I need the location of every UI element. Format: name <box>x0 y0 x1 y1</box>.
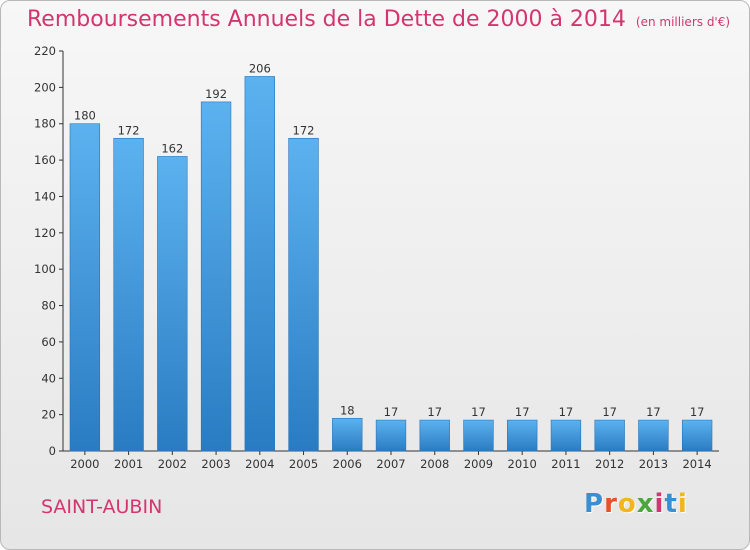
logo-letter: i <box>677 489 688 519</box>
y-tick-label: 80 <box>41 299 56 313</box>
x-tick-label: 2011 <box>551 457 580 471</box>
bar-value-label: 17 <box>427 405 442 419</box>
bar-value-label: 17 <box>690 405 705 419</box>
bar <box>681 419 713 452</box>
logo-letter: o <box>617 489 637 519</box>
x-tick-label: 2010 <box>508 457 537 471</box>
x-tick-label: 2001 <box>114 457 143 471</box>
bar <box>463 419 494 452</box>
x-tick-label: 2009 <box>464 457 493 471</box>
x-tick-label: 2003 <box>201 457 230 471</box>
bar <box>594 419 625 452</box>
logo-letter: t <box>664 489 678 519</box>
bar <box>638 419 669 452</box>
x-tick-label: 2013 <box>639 457 668 471</box>
bar-value-label: 17 <box>384 405 399 419</box>
x-tick-label: 2012 <box>595 457 624 471</box>
bar-value-label: 172 <box>293 123 315 137</box>
bar <box>200 101 232 452</box>
bar-value-label: 17 <box>646 405 661 419</box>
bar-value-label: 18 <box>340 403 355 417</box>
title-text: Remboursements Annuels de la Dette de 20… <box>27 7 626 32</box>
y-tick-label: 60 <box>41 335 56 349</box>
y-tick-label: 220 <box>34 44 56 58</box>
proxiti-logo: Proxiti <box>584 489 688 519</box>
bar <box>507 419 538 452</box>
bar-value-label: 17 <box>471 405 486 419</box>
bar-value-label: 206 <box>249 61 271 75</box>
x-tick-label: 2000 <box>70 457 99 471</box>
bar-value-label: 192 <box>205 87 227 101</box>
y-tick-label: 200 <box>34 80 56 94</box>
bar-value-label: 17 <box>559 405 574 419</box>
bars-group: 180 172 162 192 206 172 18 17 17 17 17 17 17 17 17 <box>69 61 713 452</box>
y-axis: 0 20 40 60 80 100 120 140 160 180 200 220 <box>34 44 64 458</box>
y-tick-label: 180 <box>34 117 56 131</box>
bar-value-label: 17 <box>515 405 530 419</box>
x-tick-label: 2005 <box>289 457 318 471</box>
chart-title: Remboursements Annuels de la Dette de 20… <box>27 7 730 32</box>
x-tick-label: 2002 <box>158 457 187 471</box>
bar <box>332 417 363 452</box>
bar <box>550 419 582 452</box>
y-tick-label: 140 <box>34 189 56 203</box>
x-axis: 2000 2001 2002 2003 2004 2005 2006 2007 2008 2009… <box>63 450 719 471</box>
logo-letter: x <box>636 489 655 519</box>
y-tick-label: 40 <box>41 371 56 385</box>
y-tick-label: 0 <box>49 444 56 458</box>
logo-letter: r <box>604 489 618 519</box>
bar <box>244 76 275 452</box>
logo-letter: P <box>584 489 605 519</box>
bar <box>157 156 188 452</box>
y-tick-label: 120 <box>34 226 56 240</box>
bar-value-label: 162 <box>161 141 183 155</box>
y-tick-label: 100 <box>34 262 56 276</box>
x-tick-label: 2007 <box>376 457 405 471</box>
y-tick-label: 20 <box>41 408 56 422</box>
bar-value-label: 172 <box>118 123 140 137</box>
x-tick-label: 2004 <box>245 457 274 471</box>
bar <box>288 137 319 452</box>
x-tick-label: 2008 <box>420 457 449 471</box>
logo-letter: i <box>654 489 665 519</box>
commune-name: SAINT-AUBIN <box>41 496 163 518</box>
bar-value-label: 17 <box>602 405 617 419</box>
bar <box>69 123 101 452</box>
y-tick-label: 160 <box>34 153 56 167</box>
bar <box>375 419 407 452</box>
bar-value-label: 180 <box>74 109 96 123</box>
x-tick-label: 2006 <box>333 457 362 471</box>
x-tick-label: 2014 <box>682 457 711 471</box>
bar <box>419 419 450 452</box>
bar <box>113 137 144 452</box>
unit-label: (en milliers d'€) <box>635 15 731 29</box>
